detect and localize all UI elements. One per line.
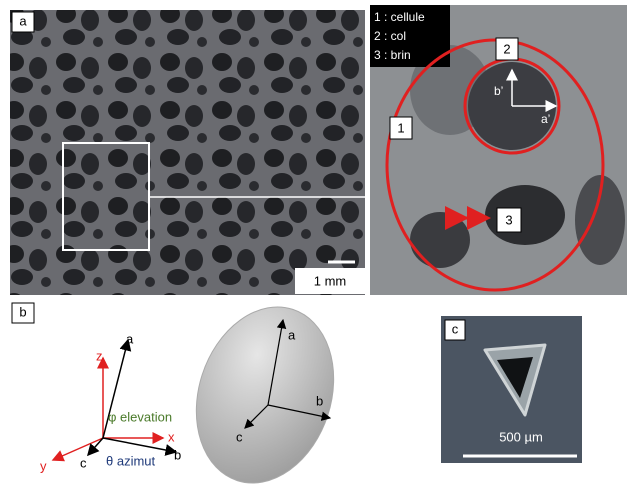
scale-text: 1 mm bbox=[314, 273, 347, 288]
axis-label: a bbox=[288, 327, 296, 342]
ellipsoid-b bbox=[267, 404, 332, 421]
angle-label: θ azimut bbox=[106, 453, 156, 468]
marker-box bbox=[496, 207, 522, 233]
ellipsoid-a bbox=[267, 318, 287, 406]
panel-b: b z x y a b c φ elevation θ azimut a b c bbox=[11, 302, 335, 484]
scale-text: 500 µm bbox=[499, 429, 543, 444]
foam-photo bbox=[10, 10, 365, 295]
axis-label: z bbox=[96, 348, 103, 363]
panel-c: c 500 µm bbox=[441, 316, 582, 463]
panel-a: a 1 mm 1 : cellule 2 : col 3 : brin b’ a… bbox=[10, 5, 627, 295]
legend-item: 2 : col bbox=[374, 29, 406, 43]
axis-label: a’ bbox=[541, 112, 550, 126]
marker: 1 bbox=[397, 120, 404, 135]
angle-label: φ elevation bbox=[108, 409, 172, 424]
axis-label: y bbox=[40, 458, 47, 473]
label-box bbox=[11, 302, 35, 324]
ellipsoid-c bbox=[244, 404, 269, 429]
c-axis bbox=[87, 437, 104, 457]
marker: 3 bbox=[505, 212, 512, 227]
legend-item: 3 : brin bbox=[374, 48, 411, 62]
axis-label: c bbox=[236, 429, 243, 444]
panel-label: b bbox=[19, 304, 26, 319]
ellipsoid bbox=[195, 306, 335, 484]
legend-box bbox=[370, 5, 450, 67]
scale-box bbox=[295, 268, 365, 294]
y-axis bbox=[51, 437, 104, 462]
cell-outline bbox=[385, 38, 605, 292]
a-axis bbox=[102, 338, 132, 439]
axis-label: x bbox=[168, 429, 175, 444]
marker: 2 bbox=[503, 41, 510, 56]
label-box bbox=[444, 319, 466, 341]
axis-label: b’ bbox=[494, 84, 503, 98]
axis-label: b bbox=[316, 393, 323, 408]
marker-box bbox=[389, 116, 413, 140]
label-box bbox=[11, 11, 35, 33]
panel-label: a bbox=[19, 13, 27, 28]
legend-item: 1 : cellule bbox=[374, 10, 425, 24]
axis-label: b bbox=[174, 447, 181, 462]
axis-label: c bbox=[80, 455, 87, 470]
panel-label: c bbox=[452, 321, 459, 336]
axis-label: a bbox=[126, 331, 134, 346]
marker-box bbox=[495, 37, 519, 61]
b-axis bbox=[102, 437, 178, 456]
